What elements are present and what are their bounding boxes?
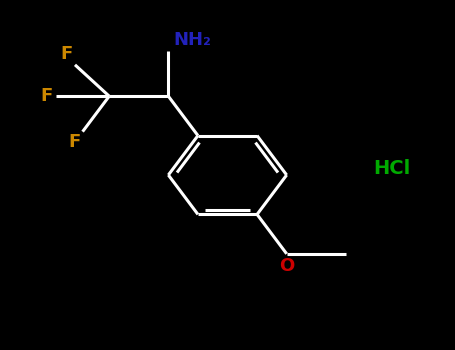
- Text: F: F: [61, 45, 73, 63]
- Text: NH₂: NH₂: [173, 31, 211, 49]
- Text: O: O: [279, 257, 294, 275]
- Text: HCl: HCl: [373, 159, 410, 177]
- Text: F: F: [40, 87, 52, 105]
- Text: F: F: [68, 133, 81, 152]
